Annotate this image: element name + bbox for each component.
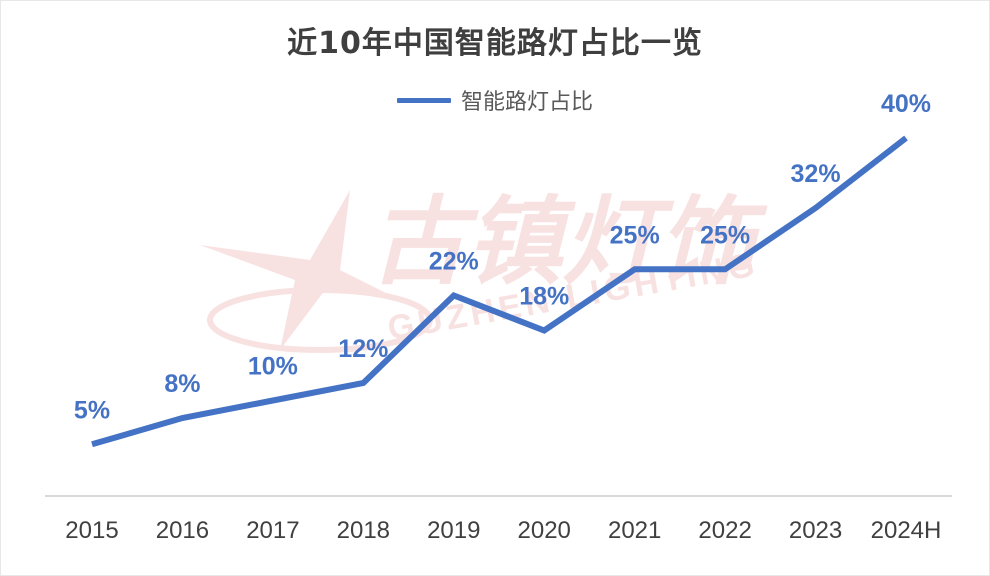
x-tick-label-2016: 2016 xyxy=(156,517,209,544)
x-tick-label-2024H: 2024H xyxy=(871,517,942,544)
x-tick-label-2020: 2020 xyxy=(518,517,571,544)
data-label-2016: 8% xyxy=(164,370,200,398)
data-label-2021: 25% xyxy=(610,221,660,249)
x-tick-label-2019: 2019 xyxy=(427,517,480,544)
data-label-2019: 22% xyxy=(429,248,479,276)
series-line-smart-streetlight xyxy=(91,135,908,448)
data-label-2022: 25% xyxy=(700,221,750,249)
x-tick-label-2022: 2022 xyxy=(698,517,751,544)
x-tick-label-2021: 2021 xyxy=(608,517,661,544)
x-tick-label-2018: 2018 xyxy=(337,517,390,544)
x-tick-label-2017: 2017 xyxy=(246,517,299,544)
data-label-2015: 5% xyxy=(74,396,110,424)
legend-label: 智能路灯占比 xyxy=(460,90,593,115)
data-label-2020: 18% xyxy=(519,283,569,311)
legend: 智能路灯占比 xyxy=(0,84,990,116)
data-label-2018: 12% xyxy=(338,335,388,363)
legend-swatch xyxy=(396,97,451,103)
x-tick-label-2023: 2023 xyxy=(789,517,842,544)
x-tick-label-2015: 2015 xyxy=(65,517,118,544)
data-label-2017: 10% xyxy=(248,353,298,381)
data-label-2023: 32% xyxy=(791,160,841,188)
chart-title: 近10年中国智能路灯占比一览 xyxy=(287,26,703,61)
data-label-2024H: 40% xyxy=(881,90,931,118)
